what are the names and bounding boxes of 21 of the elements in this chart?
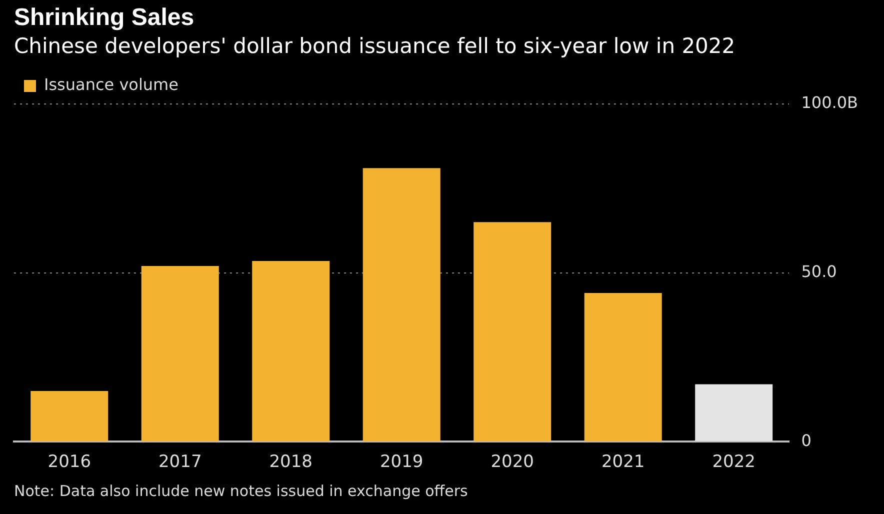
chart-title: Shrinking Sales [14,4,194,32]
bar [362,168,440,442]
x-tick-label: 2021 [601,452,645,472]
x-tick-label: 2016 [48,452,92,472]
y-tick-label: 0 [801,430,812,450]
legend-label: Issuance volume [44,75,178,94]
bar [695,384,773,442]
x-tick-label: 2019 [380,452,424,472]
x-tick-label: 2022 [712,452,756,472]
bar [30,390,108,442]
y-tick-label: 100.0B [801,93,858,112]
x-tick-label: 2017 [158,452,202,472]
bar [474,222,552,442]
bar [252,260,330,442]
text: Note: Data also include new notes issued in exchange offers [14,482,468,500]
x-tick-label: 2018 [269,452,312,472]
bar [141,266,219,442]
bar [584,293,662,442]
y-tick-label: 50.0 [801,262,837,281]
chart-subtitle: Chinese developers' dollar bond issuance fell to six-year low in 2022 [14,34,736,58]
x-tick-label: 2020 [490,452,534,472]
